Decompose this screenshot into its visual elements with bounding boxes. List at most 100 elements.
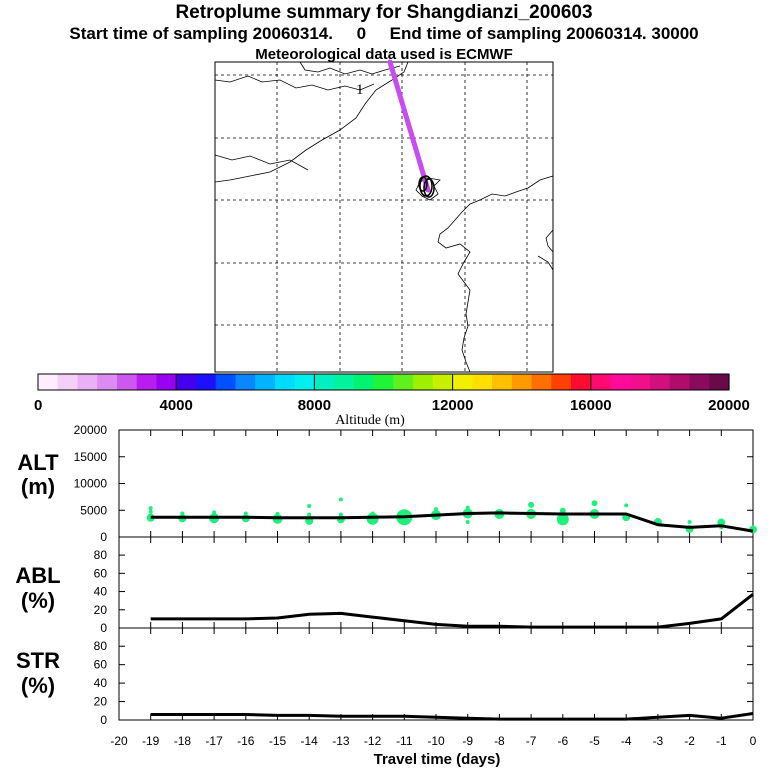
altitude-scatter-point bbox=[338, 497, 343, 502]
y-tick-label: 10000 bbox=[74, 477, 108, 491]
x-tick-label: -16 bbox=[237, 734, 255, 748]
y-tick-label: 20 bbox=[94, 603, 108, 617]
colorbar-segment bbox=[689, 374, 710, 390]
x-tick-label: 0 bbox=[750, 734, 757, 748]
colorbar-tick-label: 20000 bbox=[708, 397, 750, 414]
colorbar-segment bbox=[452, 374, 473, 390]
x-tick-label: -5 bbox=[589, 734, 600, 748]
x-tick-label: -18 bbox=[174, 734, 192, 748]
colorbar-segment bbox=[255, 374, 276, 390]
x-tick-label: -14 bbox=[301, 734, 319, 748]
x-tick-label: -2 bbox=[684, 734, 695, 748]
coastlines bbox=[214, 61, 554, 373]
y-tick-label: 20 bbox=[94, 695, 108, 709]
time-series-panels: 05000100001500020000ALT(m)020406080ABL(%… bbox=[15, 423, 757, 748]
altitude-scatter-point bbox=[307, 503, 312, 508]
colorbar-segment bbox=[472, 374, 493, 390]
altitude-scatter-point bbox=[624, 503, 629, 508]
colorbar-segment bbox=[590, 374, 612, 390]
colorbar-segment bbox=[38, 374, 59, 390]
panel-label: (m) bbox=[21, 474, 55, 499]
x-axis-label: Travel time (days) bbox=[374, 751, 501, 768]
colorbar-segment bbox=[97, 374, 118, 390]
met-data-note: Meteorological data used is ECMWF bbox=[255, 46, 513, 63]
y-tick-label: 80 bbox=[94, 639, 108, 653]
altitude-scatter-point bbox=[591, 500, 598, 507]
y-tick-label: 0 bbox=[100, 621, 107, 635]
series-line bbox=[150, 511, 754, 533]
x-tick-label: -1 bbox=[716, 734, 727, 748]
alt-panel: 0 5000 10000 15000 20000 ALT(m) bbox=[17, 423, 757, 544]
y-tick-label: 20000 bbox=[74, 423, 108, 437]
panel-label: ALT bbox=[17, 450, 59, 475]
source-location-marker bbox=[418, 175, 435, 198]
altitude-scatter-point bbox=[148, 506, 153, 511]
panel-frame bbox=[118, 627, 754, 721]
y-tick-label: 40 bbox=[94, 676, 108, 690]
x-tick-label: -17 bbox=[205, 734, 223, 748]
colorbar-segment bbox=[314, 374, 335, 390]
colorbar-segment bbox=[709, 374, 730, 390]
colorbar-segment bbox=[136, 374, 158, 390]
colorbar-segment bbox=[57, 374, 79, 390]
x-tick-label: -4 bbox=[621, 734, 632, 748]
colorbar-segment bbox=[492, 374, 513, 390]
abl-panel: 0 20 40 60 80 ABL(%) bbox=[15, 536, 754, 635]
colorbar-segment bbox=[215, 374, 237, 390]
altitude-colorbar: 0 4000 8000 12000 16000 20000 bbox=[34, 373, 750, 414]
series-line bbox=[150, 712, 754, 721]
y-tick-label: 0 bbox=[100, 530, 107, 544]
y-tick-label: 15000 bbox=[74, 450, 108, 464]
x-tick-label: -20 bbox=[110, 734, 128, 748]
colorbar-segment bbox=[531, 374, 552, 390]
altitude-scatter-point bbox=[307, 512, 312, 517]
x-tick-label: -19 bbox=[142, 734, 160, 748]
colorbar-tick-label: 8000 bbox=[298, 397, 331, 414]
colorbar-segment bbox=[334, 374, 355, 390]
colorbar-segment bbox=[235, 374, 256, 390]
colorbar-segment bbox=[511, 374, 533, 390]
panel-label: STR bbox=[16, 648, 60, 673]
colorbar-segment bbox=[413, 374, 434, 390]
panel-frame bbox=[118, 536, 754, 629]
x-tick-label: -9 bbox=[462, 734, 473, 748]
x-tick-label: -12 bbox=[364, 734, 382, 748]
y-tick-label: 60 bbox=[94, 566, 108, 580]
altitude-scatter-point bbox=[148, 509, 153, 514]
altitude-scatter-point bbox=[212, 510, 217, 515]
x-tick-label: -10 bbox=[427, 734, 445, 748]
y-tick-label: 60 bbox=[94, 658, 108, 672]
y-tick-label: 40 bbox=[94, 585, 108, 599]
colorbar-segment bbox=[610, 374, 631, 390]
altitude-scatter-point bbox=[465, 520, 470, 525]
colorbar-segment bbox=[176, 374, 197, 390]
colorbar-segment bbox=[353, 374, 375, 390]
altitude-scatter-point bbox=[559, 507, 566, 514]
plume-trajectory bbox=[387, 59, 431, 193]
sampling-time-subtitle: Start time of sampling 20060314. 0 End t… bbox=[69, 24, 699, 43]
altitude-scatter-point bbox=[556, 513, 569, 526]
altitude-scatter-point bbox=[528, 501, 535, 508]
x-tick-label: -15 bbox=[269, 734, 287, 748]
colorbar-tick-label: 0 bbox=[34, 397, 42, 414]
y-tick-label: 5000 bbox=[80, 503, 107, 517]
map-frame bbox=[214, 61, 554, 373]
x-tick-label: -8 bbox=[494, 734, 505, 748]
colorbar-segment bbox=[195, 374, 217, 390]
panel-label: ABL bbox=[15, 563, 60, 588]
colorbar-segment bbox=[116, 374, 138, 390]
colorbar-segment bbox=[156, 374, 177, 390]
map-gridlines bbox=[215, 62, 553, 372]
series-line bbox=[150, 593, 754, 629]
altitude-scatter-point bbox=[243, 511, 248, 516]
colorbar-segment bbox=[274, 374, 296, 390]
altitude-scatter-point bbox=[275, 511, 280, 516]
colorbar-segment bbox=[650, 374, 671, 390]
retroplume-map: 1 bbox=[214, 59, 554, 373]
altitude-scatter-point bbox=[338, 512, 343, 517]
y-tick-label: 0 bbox=[100, 713, 107, 727]
altitude-scatter-point bbox=[434, 507, 438, 512]
x-tick-label: -13 bbox=[332, 734, 350, 748]
chart-title: Retroplume summary for Shangdianzi_20060… bbox=[175, 2, 593, 23]
